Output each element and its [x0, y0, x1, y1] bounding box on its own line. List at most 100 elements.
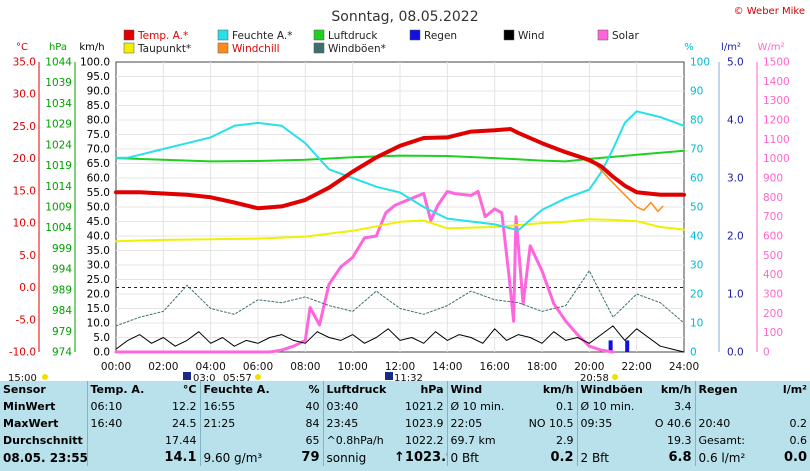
table-cell: 0.2: [789, 417, 808, 430]
table-cell: [576, 432, 645, 449]
solar-tick-label: 700: [763, 211, 783, 223]
table-cell: °C: [182, 383, 197, 396]
table-cell: [86, 432, 145, 449]
table-cell: 14.1: [164, 450, 197, 465]
solar-tick-label: 800: [763, 192, 783, 204]
table-cell: 69.7 km: [446, 432, 517, 449]
x-tick-label: 06:00: [243, 361, 273, 373]
table-cell: NO 10.5: [528, 417, 574, 430]
table-cell: 16:40: [86, 415, 145, 432]
table-cell: Temp. A.: [86, 381, 145, 398]
table-cell: [757, 398, 810, 415]
table-cell: Durchschnitt: [3, 434, 83, 447]
kmh-tick-label: 5.0: [93, 332, 110, 344]
legend-label: Windböen*: [328, 43, 386, 55]
rain-tick-label: 4.0: [727, 115, 744, 127]
hpa-tick-label: 1024: [45, 139, 72, 151]
table-cell: ↑1023.9: [394, 450, 447, 465]
table-cell: 84: [305, 417, 320, 430]
solar-tick-label: 1400: [763, 76, 790, 88]
solar-tick-label: 1500: [763, 57, 790, 69]
rain-tick-label: 3.0: [727, 173, 744, 185]
hpa-tick-label: 1044: [45, 57, 72, 69]
table-cell: [694, 398, 757, 415]
legend-swatch: [313, 42, 325, 54]
weather-chart: Sonntag, 08.05.2022 © Weber Mike Temp. A…: [8, 6, 805, 381]
solar-tick-label: 1300: [763, 95, 790, 107]
hpa-tick-label: 979: [52, 326, 72, 338]
table-cell: 20:40: [694, 415, 757, 432]
legend-label: Feuchte A.*: [232, 30, 293, 42]
table-cell: 3.4: [674, 400, 692, 413]
axis-unit-label: °C: [16, 42, 28, 53]
table-cell: 23:45: [322, 415, 391, 432]
pct-tick-label: 100: [690, 57, 710, 69]
table-cell: Windböen: [576, 381, 645, 398]
legend-swatch: [313, 29, 325, 41]
temp-tick-label: -5.0: [16, 314, 37, 326]
kmh-tick-label: 55.0: [87, 187, 110, 199]
kmh-tick-label: 0.0: [93, 347, 110, 359]
x-tick-label: 10:00: [338, 361, 368, 373]
kmh-tick-label: 50.0: [87, 202, 110, 214]
series-taupunkt-line: [115, 218, 685, 243]
table-cell: km/h: [660, 383, 692, 396]
table-row: 08.05. 23:55 14.19.60 g/m³ 79sonnig↑1023.9…: [0, 449, 810, 466]
pct-tick-label: 80: [690, 115, 703, 127]
axis-unit-label: km/h: [79, 42, 104, 53]
temp-tick-label: -10.0: [9, 347, 36, 359]
solar-tick-label: 1200: [763, 115, 790, 127]
rain-tick-label: 5.0: [727, 57, 744, 69]
pct-tick-label: 40: [690, 231, 703, 243]
x-tick-label: 22:00: [622, 361, 652, 373]
table-cell: Wind: [446, 381, 517, 398]
sun-markers: 15:00 03:0 05:57 11:32 20:58: [8, 372, 618, 381]
table-cell: 40: [305, 400, 320, 413]
temp-tick-label: 35.0: [13, 57, 36, 69]
legend-label: Windchill: [232, 43, 280, 55]
legend-swatch: [503, 29, 515, 41]
solar-tick-label: 300: [763, 289, 783, 301]
statistics-grid: Sensor Temp. A. °C Feuchte A.% Luftdruck hPa W…: [0, 381, 810, 466]
legend-label: Taupunkt*: [137, 43, 191, 55]
kmh-tick-label: 90.0: [87, 86, 110, 98]
table-cell: 1023.9: [405, 417, 444, 430]
table-cell: 12.2: [172, 400, 197, 413]
solar-tick-label: 600: [763, 231, 783, 243]
kmh-tick-label: 80.0: [87, 115, 110, 127]
table-cell: Sensor: [3, 383, 46, 396]
table-cell: 6.8: [668, 450, 692, 465]
pct-tick-label: 0: [690, 347, 697, 359]
kmh-tick-label: 75.0: [87, 129, 110, 141]
kmh-tick-label: 60.0: [87, 173, 110, 185]
table-cell: [199, 432, 278, 449]
x-tick-label: 04:00: [196, 361, 226, 373]
pct-tick-label: 70: [690, 144, 703, 156]
kmh-tick-label: 15.0: [87, 303, 110, 315]
legend-swatch: [217, 29, 229, 41]
rain-tick-label: 0.0: [727, 347, 744, 359]
x-tick-label: 08:00: [290, 361, 320, 373]
kmh-tick-label: 35.0: [87, 245, 110, 257]
noon-icon: [385, 372, 393, 380]
table-cell: 19.3: [667, 434, 692, 447]
table-cell: 17.44: [165, 434, 197, 447]
kmh-tick-label: 85.0: [87, 100, 110, 112]
legend-swatch: [123, 29, 135, 41]
plot-area: [114, 110, 686, 354]
table-cell: Gesamt:: [694, 432, 757, 449]
pct-tick-label: 50: [690, 202, 703, 214]
sun-dot: [42, 374, 48, 380]
kmh-tick-label: 10.0: [87, 318, 110, 330]
copyright-text: © Weber Mike: [734, 6, 805, 17]
table-cell: 9.60 g/m³: [199, 449, 278, 466]
sun-time-label: 05:57: [223, 373, 252, 381]
hpa-tick-label: 1004: [45, 222, 72, 234]
kmh-tick-label: 20.0: [87, 289, 110, 301]
axis-unit-label: hPa: [49, 42, 67, 53]
series-feuchte-a-line: [115, 110, 685, 232]
x-tick-label: 16:00: [480, 361, 510, 373]
pct-tick-label: 10: [690, 318, 703, 330]
chart-axes: 35.0 30.0 25.0 20.0 15.0 10.0 5.0 0.0 -5.0 -10.0 1…: [9, 57, 790, 374]
table-row: MaxWert 16:40 24.5 21:25 84 23:45 1023.9 22:05 N…: [0, 415, 810, 432]
